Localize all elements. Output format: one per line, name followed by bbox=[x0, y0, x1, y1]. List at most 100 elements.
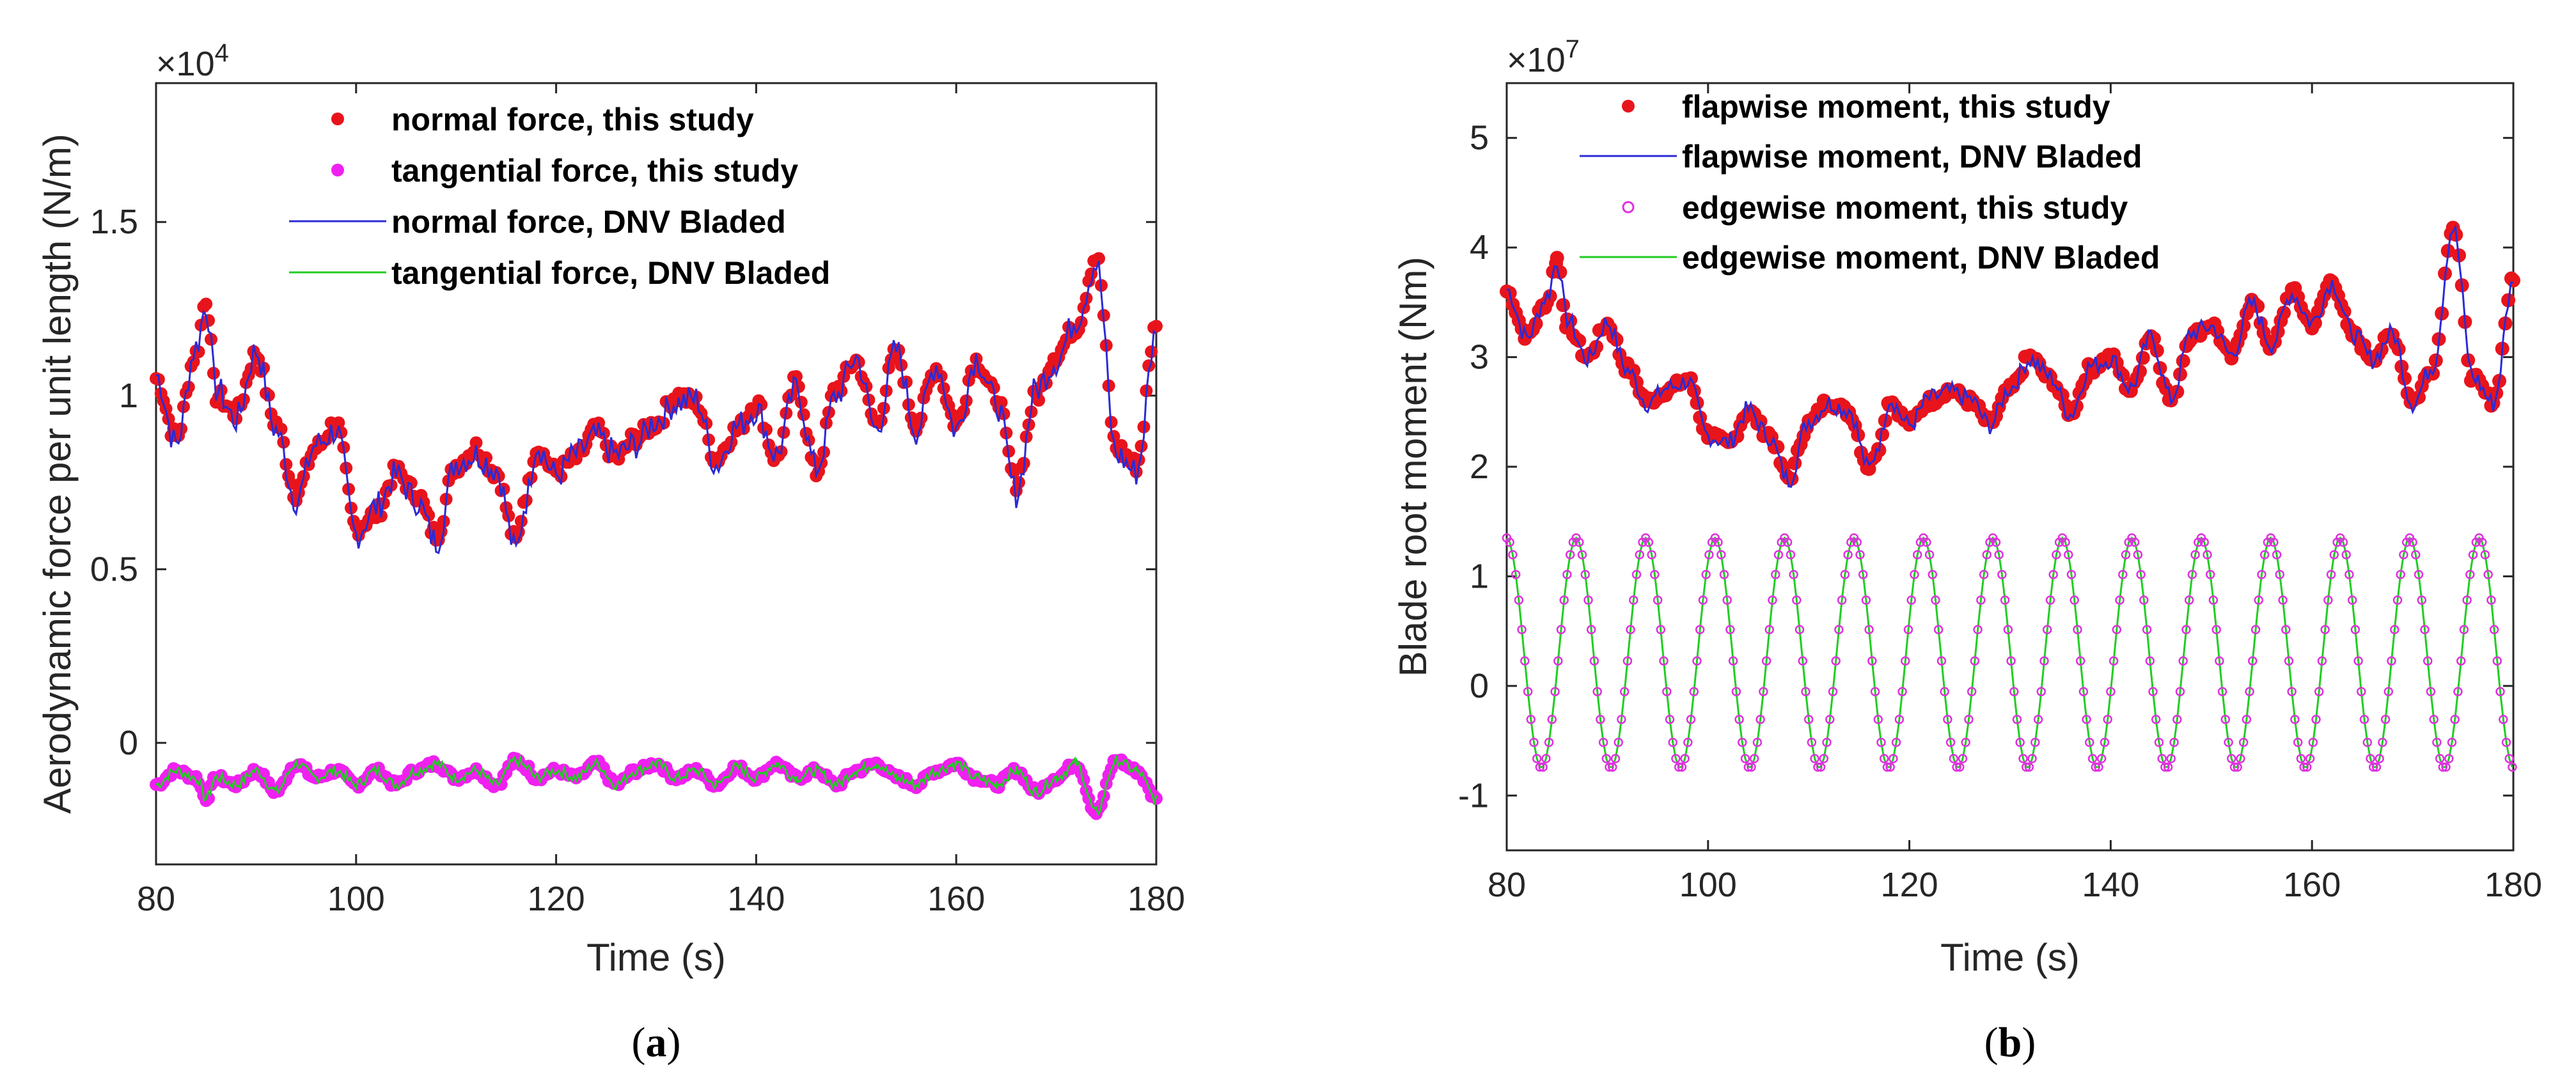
data-point-edgewise-this-study bbox=[1864, 625, 1874, 635]
data-point-edgewise-this-study bbox=[1517, 625, 1527, 635]
data-point-edgewise-this-study bbox=[2064, 550, 2073, 559]
chart-a: 0 0.5 1 1.5 80 100 120 140 160 180 ×104 Time (s)… bbox=[36, 39, 1185, 1066]
data-point-edgewise-this-study bbox=[2269, 537, 2279, 547]
data-point-edgewise-this-study bbox=[2362, 737, 2373, 747]
data-point-edgewise-this-study bbox=[2353, 656, 2363, 666]
data-point-edgewise-this-study bbox=[2096, 754, 2107, 763]
data-point-edgewise-this-study bbox=[1831, 656, 1841, 666]
y-tick-label: 4 bbox=[1470, 228, 1489, 267]
data-point-flapwise-this-study bbox=[2135, 350, 2150, 365]
data-point-edgewise-this-study bbox=[1523, 687, 1533, 696]
data-point-edgewise-this-study bbox=[2278, 595, 2288, 605]
data-point-normal-this-study bbox=[200, 297, 213, 311]
data-point-edgewise-this-study bbox=[2139, 595, 2149, 605]
data-point-edgewise-this-study bbox=[1973, 625, 1983, 635]
data-point-edgewise-this-study bbox=[2154, 737, 2164, 747]
data-point-edgewise-this-study bbox=[2311, 714, 2321, 724]
data-point-edgewise-this-study bbox=[2000, 595, 2010, 605]
data-point-edgewise-this-study bbox=[2018, 754, 2028, 763]
data-point-normal-this-study bbox=[1135, 439, 1148, 453]
data-point-edgewise-this-study bbox=[1840, 570, 1850, 579]
data-point-edgewise-this-study bbox=[2112, 625, 2122, 635]
data-point-edgewise-this-study bbox=[2217, 687, 2227, 696]
data-point-edgewise-this-study bbox=[2106, 687, 2116, 696]
data-point-flapwise-this-study bbox=[1730, 429, 1745, 444]
data-point-edgewise-this-study bbox=[2350, 625, 2360, 635]
y-tick-label: 1 bbox=[119, 377, 138, 415]
data-point-edgewise-this-study bbox=[2148, 687, 2158, 696]
data-point-edgewise-this-study bbox=[1505, 537, 1514, 547]
data-point-edgewise-this-study bbox=[2435, 754, 2445, 763]
data-point-edgewise-this-study bbox=[1964, 714, 1974, 724]
data-point-edgewise-this-study bbox=[1592, 687, 1602, 696]
data-point-edgewise-this-study bbox=[1677, 762, 1687, 772]
data-point-edgewise-this-study bbox=[2103, 714, 2112, 724]
data-point-edgewise-this-study bbox=[2432, 737, 2442, 747]
data-point-edgewise-this-study bbox=[1674, 762, 1684, 772]
data-point-edgewise-this-study bbox=[1994, 550, 2004, 559]
data-point-normal-this-study bbox=[1012, 476, 1025, 489]
data-point-tangential-this-study bbox=[202, 792, 216, 805]
y-tick-label: 0.5 bbox=[90, 550, 138, 588]
plot-area-a bbox=[155, 82, 1158, 866]
data-point-edgewise-this-study bbox=[2384, 687, 2394, 696]
data-point-edgewise-this-study bbox=[2387, 656, 2396, 666]
data-point-edgewise-this-study bbox=[2254, 595, 2264, 605]
data-point-edgewise-this-study bbox=[1547, 714, 1557, 724]
data-point-edgewise-this-study bbox=[1894, 714, 1905, 724]
data-point-edgewise-this-study bbox=[2142, 625, 2152, 635]
data-point-edgewise-this-study bbox=[1722, 595, 1732, 605]
y-ticks-a: 0 0.5 1 1.5 bbox=[90, 203, 1156, 762]
data-point-edgewise-this-study bbox=[2408, 537, 2417, 547]
data-point-edgewise-this-study bbox=[2245, 687, 2254, 696]
data-point-edgewise-this-study bbox=[1991, 537, 2001, 547]
data-point-edgewise-this-study bbox=[1575, 537, 1584, 547]
data-point-flapwise-this-study bbox=[2176, 354, 2190, 368]
data-point-edgewise-this-study bbox=[1933, 625, 1944, 635]
data-point-edgewise-this-study bbox=[2178, 656, 2188, 666]
data-point-edgewise-this-study bbox=[1577, 550, 1587, 559]
data-point-edgewise-this-study bbox=[1970, 656, 1980, 666]
data-point-edgewise-this-study bbox=[2024, 762, 2034, 772]
data-point-edgewise-this-study bbox=[2417, 595, 2427, 605]
data-point-edgewise-this-study bbox=[1544, 737, 1554, 747]
data-point-edgewise-this-study bbox=[1876, 737, 1886, 747]
data-point-edgewise-this-study bbox=[1650, 570, 1660, 579]
data-point-edgewise-this-study bbox=[1764, 625, 1775, 635]
data-point-flapwise-this-study bbox=[1556, 298, 1571, 313]
data-point-edgewise-this-study bbox=[1598, 737, 1608, 747]
data-point-edgewise-this-study bbox=[2326, 570, 2336, 579]
data-point-edgewise-this-study bbox=[1508, 550, 1518, 559]
data-point-edgewise-this-study bbox=[2133, 550, 2143, 559]
data-point-edgewise-this-study bbox=[1580, 570, 1590, 579]
data-point-edgewise-this-study bbox=[1725, 625, 1735, 635]
data-point-edgewise-this-study bbox=[2302, 762, 2312, 772]
data-point-edgewise-this-study bbox=[1689, 687, 1699, 696]
data-point-edgewise-this-study bbox=[1692, 656, 1702, 666]
y-tick-label: 0 bbox=[1470, 667, 1489, 705]
data-point-edgewise-this-study bbox=[1825, 714, 1835, 724]
data-point-edgewise-this-study bbox=[2396, 570, 2405, 579]
data-point-edgewise-this-study bbox=[1535, 762, 1545, 772]
data-point-edgewise-this-study bbox=[1873, 714, 1883, 724]
data-point-edgewise-this-study bbox=[1891, 737, 1901, 747]
data-point-normal-this-study bbox=[1107, 430, 1120, 443]
data-point-edgewise-this-study bbox=[2175, 687, 2185, 696]
data-point-edgewise-this-study bbox=[1738, 737, 1747, 747]
data-point-edgewise-this-study bbox=[1976, 595, 1986, 605]
data-point-edgewise-this-study bbox=[2486, 595, 2496, 605]
data-point-flapwise-this-study bbox=[2133, 364, 2147, 378]
legend-b: flapwise moment, this study flapwise mom… bbox=[1580, 89, 2160, 276]
series-flapwise-moment-dnv-bladed bbox=[1506, 224, 2514, 488]
data-point-edgewise-this-study bbox=[2224, 737, 2233, 747]
data-point-edgewise-this-study bbox=[2347, 595, 2357, 605]
data-point-edgewise-this-study bbox=[1828, 687, 1838, 696]
data-point-edgewise-this-study bbox=[2341, 550, 2351, 559]
y-tick-label: 5 bbox=[1470, 119, 1489, 157]
data-point-edgewise-this-study bbox=[2115, 595, 2124, 605]
data-point-edgewise-this-study bbox=[1870, 687, 1880, 696]
data-point-edgewise-this-study bbox=[2305, 754, 2315, 763]
data-point-edgewise-this-study bbox=[1511, 570, 1521, 579]
data-point-edgewise-this-study bbox=[1716, 550, 1726, 559]
data-point-edgewise-this-study bbox=[1807, 737, 1817, 747]
